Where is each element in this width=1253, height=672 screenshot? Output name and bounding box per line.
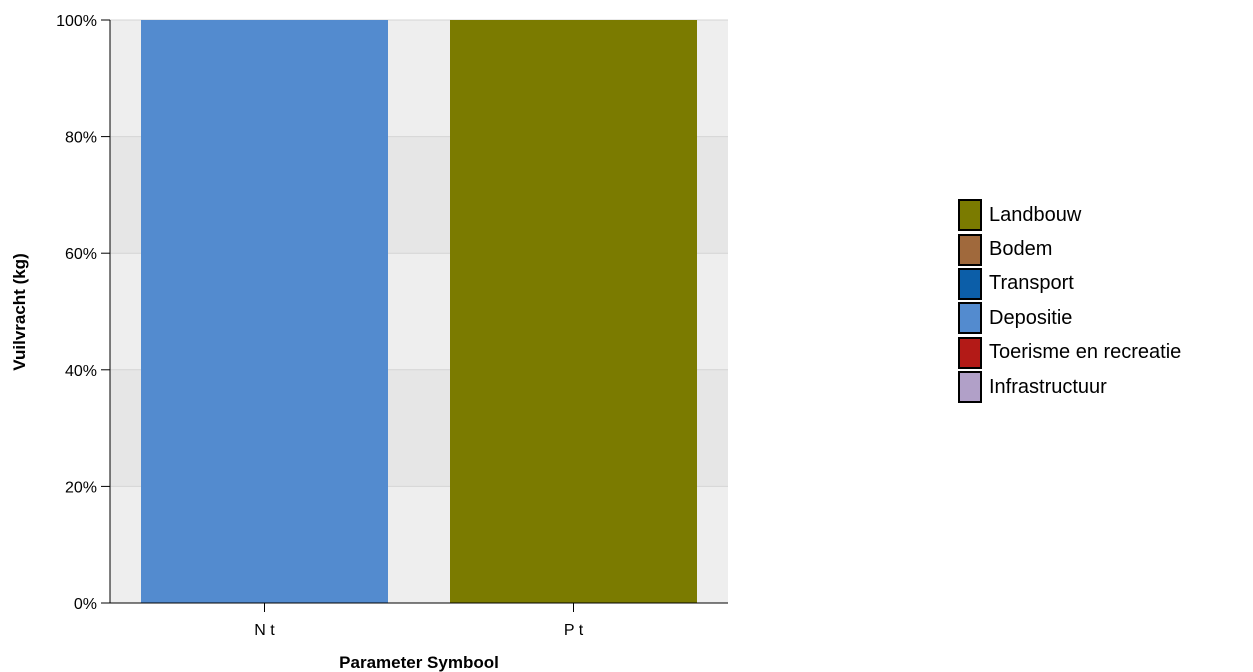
legend: Landbouw Bodem Transport Depositie Toerisme … — [958, 198, 1181, 404]
legend-label: Toerisme en recreatie — [989, 341, 1182, 364]
legend-swatch — [958, 233, 982, 266]
bar-landbouw — [450, 20, 697, 603]
legend-swatch — [958, 199, 982, 232]
axes: 0% 20% 40% 60% 80% 100% N t P t — [56, 13, 728, 639]
y-tick-label: 20% — [65, 479, 97, 496]
legend-swatch — [958, 371, 982, 404]
legend-label: Bodem — [989, 238, 1053, 261]
legend-item: Infrastructuur — [958, 370, 1181, 404]
legend-label: Infrastructuur — [989, 375, 1107, 398]
y-axis-title: Vuilvracht (kg) — [10, 253, 29, 370]
legend-label: Depositie — [989, 306, 1073, 329]
y-tick-label: 80% — [65, 130, 97, 147]
bar-depositie — [141, 20, 388, 603]
x-tick-label: N t — [254, 622, 275, 639]
legend-label: Transport — [989, 272, 1074, 295]
legend-item: Toerisme en recreatie — [958, 336, 1181, 370]
x-axis-title: Parameter Symbool — [339, 653, 499, 672]
y-tick-label: 0% — [74, 596, 97, 613]
y-tick-label: 40% — [65, 363, 97, 380]
x-tick-label: P t — [564, 622, 584, 639]
legend-label: Landbouw — [989, 203, 1082, 226]
legend-swatch — [958, 302, 982, 335]
legend-item: Transport — [958, 267, 1181, 301]
legend-swatch — [958, 267, 982, 300]
legend-item: Bodem — [958, 232, 1181, 266]
y-tick-label: 60% — [65, 246, 97, 263]
bars — [141, 20, 697, 603]
legend-item: Landbouw — [958, 198, 1181, 232]
legend-item: Depositie — [958, 301, 1181, 335]
y-tick-label: 100% — [56, 13, 97, 30]
legend-swatch — [958, 336, 982, 369]
